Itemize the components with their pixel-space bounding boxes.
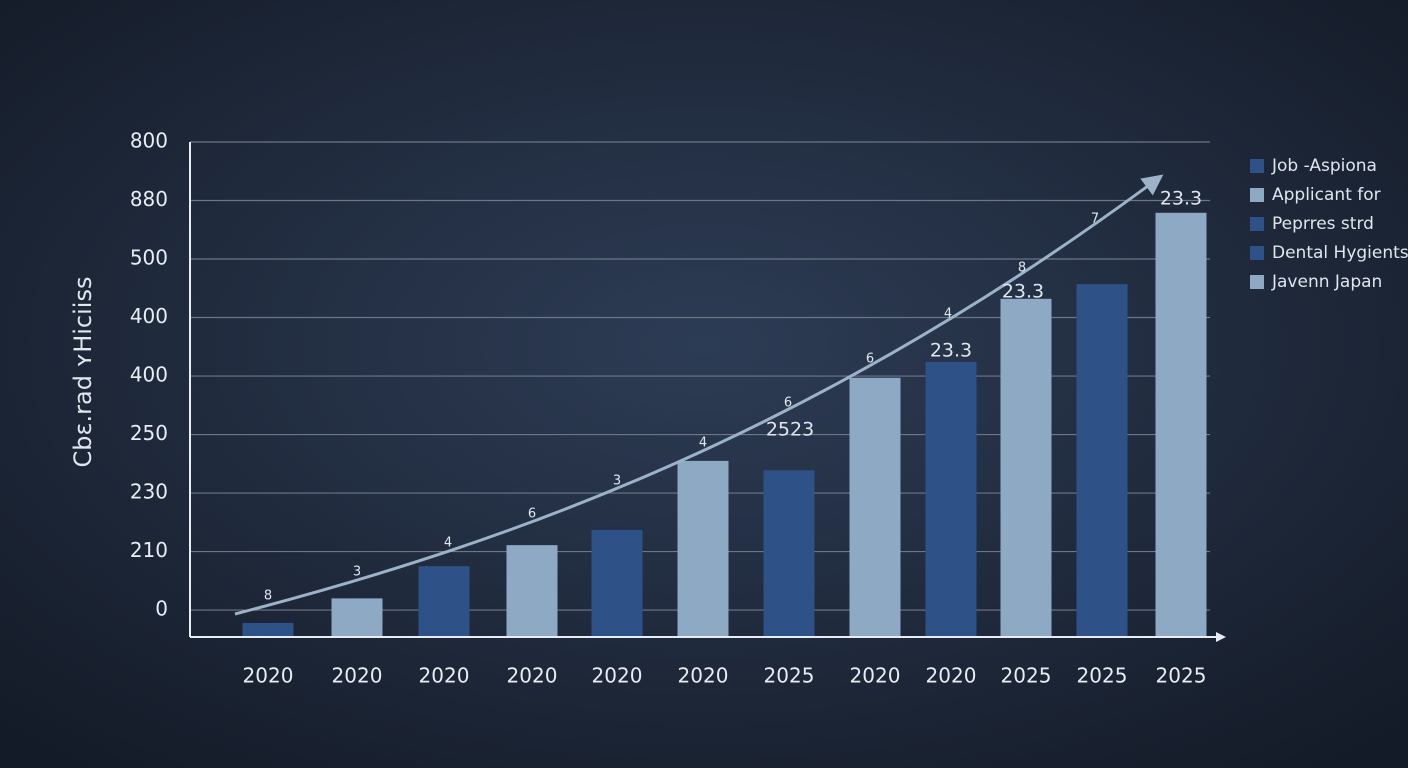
x-tick-label: 2020 <box>419 664 470 688</box>
labels: 800 880 500 400 400 250 230 210 0 2020 2020 2020 202… <box>130 129 1408 688</box>
bar <box>418 566 470 637</box>
x-tick-label: 2025 <box>1156 664 1207 688</box>
annotation: 4 <box>944 307 952 322</box>
annotation: 8 <box>1018 261 1026 276</box>
y-tick-label: 400 <box>130 363 168 387</box>
y-tick-label: 250 <box>130 421 168 445</box>
trend-arrow <box>234 174 1164 616</box>
bar <box>1000 298 1052 637</box>
annotation: 6 <box>784 396 792 411</box>
y-axis-label: Cbɛ.rad ʏHiciiss <box>69 277 97 468</box>
legend-label: Job -Aspiona <box>1271 156 1377 176</box>
legend-swatch <box>1250 188 1264 202</box>
legend-label: Applicant for <box>1272 185 1381 205</box>
bar <box>591 529 643 637</box>
x-tick-label: 2025 <box>1001 664 1052 688</box>
annotation: 7 <box>1091 212 1099 227</box>
x-tick-label: 2025 <box>764 664 815 688</box>
bar <box>506 545 558 637</box>
x-tick-label: 2020 <box>243 664 294 688</box>
annotation: 6 <box>866 352 874 367</box>
x-tick-label: 2020 <box>926 664 977 688</box>
annotation: 23.3 <box>1160 188 1202 210</box>
y-tick-label: 800 <box>130 129 168 153</box>
bar <box>849 377 901 637</box>
annotation: 4 <box>444 536 452 551</box>
y-tick-label: 500 <box>130 246 168 270</box>
bar <box>763 470 815 637</box>
legend-label: Javenn Japan <box>1271 272 1382 292</box>
bar <box>242 622 294 637</box>
bars <box>242 212 1207 638</box>
annotation: 3 <box>353 565 361 580</box>
legend-swatch <box>1250 275 1264 289</box>
bar <box>331 598 383 637</box>
legend-swatch <box>1250 217 1264 231</box>
bar <box>1155 212 1207 638</box>
annotation: 23.3 <box>930 340 972 362</box>
legend-swatch <box>1250 246 1264 260</box>
x-tick-label: 2020 <box>332 664 383 688</box>
legend-label: Dental Hygients <box>1272 243 1408 263</box>
x-tick-label: 2020 <box>507 664 558 688</box>
y-tick-label: 0 <box>155 597 168 621</box>
annotation: 3 <box>613 474 621 489</box>
y-tick-label: 210 <box>130 538 168 562</box>
bar <box>677 460 729 637</box>
x-tick-label: 2020 <box>592 664 643 688</box>
legend-swatch <box>1250 159 1264 173</box>
x-tick-label: 2025 <box>1077 664 1128 688</box>
x-tick-label: 2020 <box>678 664 729 688</box>
annotation: 4 <box>699 436 707 451</box>
y-tick-label: 400 <box>130 304 168 328</box>
x-tick-label: 2020 <box>850 664 901 688</box>
y-tick-label: 230 <box>130 480 168 504</box>
legend-label: Peprres strd <box>1272 214 1374 234</box>
annotation: 2523 <box>766 419 814 441</box>
bar <box>925 362 977 637</box>
y-tick-label: 880 <box>130 187 168 211</box>
annotation: 23.3 <box>1002 281 1044 303</box>
annotation: 8 <box>264 589 272 604</box>
bar <box>1076 284 1128 637</box>
annotation: 6 <box>528 507 536 522</box>
